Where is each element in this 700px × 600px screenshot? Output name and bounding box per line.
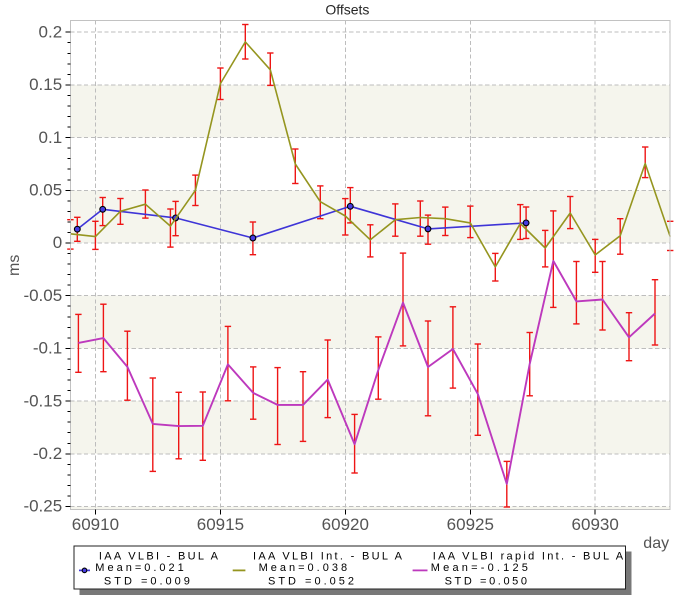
svg-text:ms: ms: [6, 255, 23, 276]
svg-text:0.1: 0.1: [39, 128, 63, 147]
svg-text:60930: 60930: [572, 515, 619, 534]
svg-text:IAA VLBI - BUL A: IAA VLBI - BUL A: [99, 551, 220, 563]
svg-text:0.2: 0.2: [39, 22, 63, 41]
svg-text:-0.2: -0.2: [33, 444, 62, 463]
svg-text:-0.15: -0.15: [23, 391, 62, 410]
svg-text:Mean=0.021: Mean=0.021: [95, 562, 186, 574]
svg-text:0.05: 0.05: [29, 181, 62, 200]
svg-text:-0.25: -0.25: [23, 497, 62, 516]
svg-text:STD =0.009: STD =0.009: [104, 576, 193, 588]
svg-text:STD =0.050: STD =0.050: [445, 576, 530, 588]
svg-text:Offsets: Offsets: [325, 2, 369, 18]
svg-text:60920: 60920: [322, 515, 369, 534]
svg-text:STD =0.052: STD =0.052: [268, 576, 357, 588]
svg-text:Mean=-0.125: Mean=-0.125: [431, 562, 531, 574]
svg-text:60925: 60925: [447, 515, 494, 534]
svg-text:day: day: [643, 535, 669, 552]
svg-text:IAA VLBI Int. - BUL A: IAA VLBI Int. - BUL A: [253, 551, 404, 563]
svg-text:60910: 60910: [72, 515, 119, 534]
svg-text:60915: 60915: [197, 515, 244, 534]
svg-text:IAA VLBI rapid Int. - BUL A: IAA VLBI rapid Int. - BUL A: [433, 551, 626, 563]
svg-text:-0.05: -0.05: [23, 286, 62, 305]
svg-text:-0.1: -0.1: [33, 339, 62, 358]
svg-text:0.15: 0.15: [29, 75, 62, 94]
svg-text:Mean=0.038: Mean=0.038: [259, 562, 350, 574]
svg-text:0: 0: [53, 233, 62, 252]
